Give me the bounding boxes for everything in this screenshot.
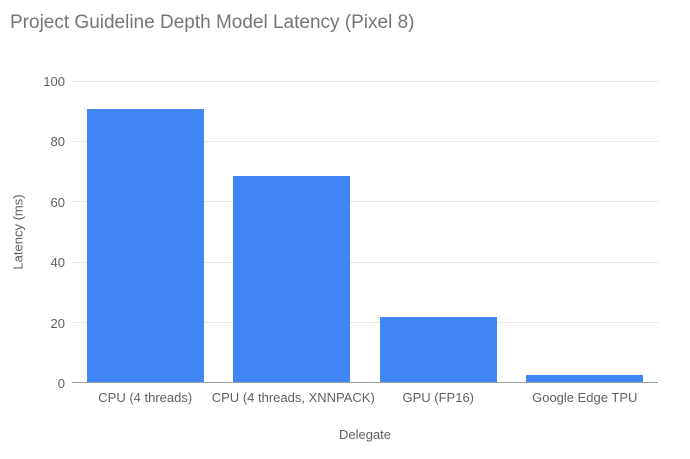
- y-tick-label-40: 40: [50, 255, 65, 271]
- x-tick-label-cpu-4-threads-xnnpack: CPU (4 threads, XNNPACK): [211, 390, 375, 405]
- bar-google-edge-tpu: [526, 374, 644, 382]
- bar-cpu-4-threads: [86, 109, 204, 382]
- gridline-40: [72, 261, 658, 263]
- plot-area: [72, 80, 658, 383]
- bar-gpu-fp16: [379, 317, 497, 382]
- gridline-80: [72, 140, 658, 142]
- x-axis-title: Delegate: [338, 427, 392, 442]
- x-axis-baseline: [72, 382, 658, 383]
- y-tick-label-100: 100: [43, 74, 65, 89]
- gridline-100: [72, 80, 658, 82]
- gridline-20: [72, 322, 658, 324]
- y-tick-label-20: 20: [50, 315, 65, 331]
- x-tick-label-cpu-4-threads: CPU (4 threads): [98, 390, 193, 405]
- bar-cpu-4-threads-xnnpack: [233, 176, 351, 382]
- y-tick-label-60: 60: [50, 194, 65, 210]
- x-tick-label-gpu-fp16: GPU (FP16): [402, 390, 474, 405]
- y-tick-label-0: 0: [57, 376, 65, 391]
- y-tick-label-80: 80: [50, 134, 65, 150]
- chart-title: Project Guideline Depth Model Latency (P…: [10, 12, 415, 33]
- gridline-60: [72, 201, 658, 203]
- x-tick-label-google-edge-tpu: Google Edge TPU: [532, 390, 638, 405]
